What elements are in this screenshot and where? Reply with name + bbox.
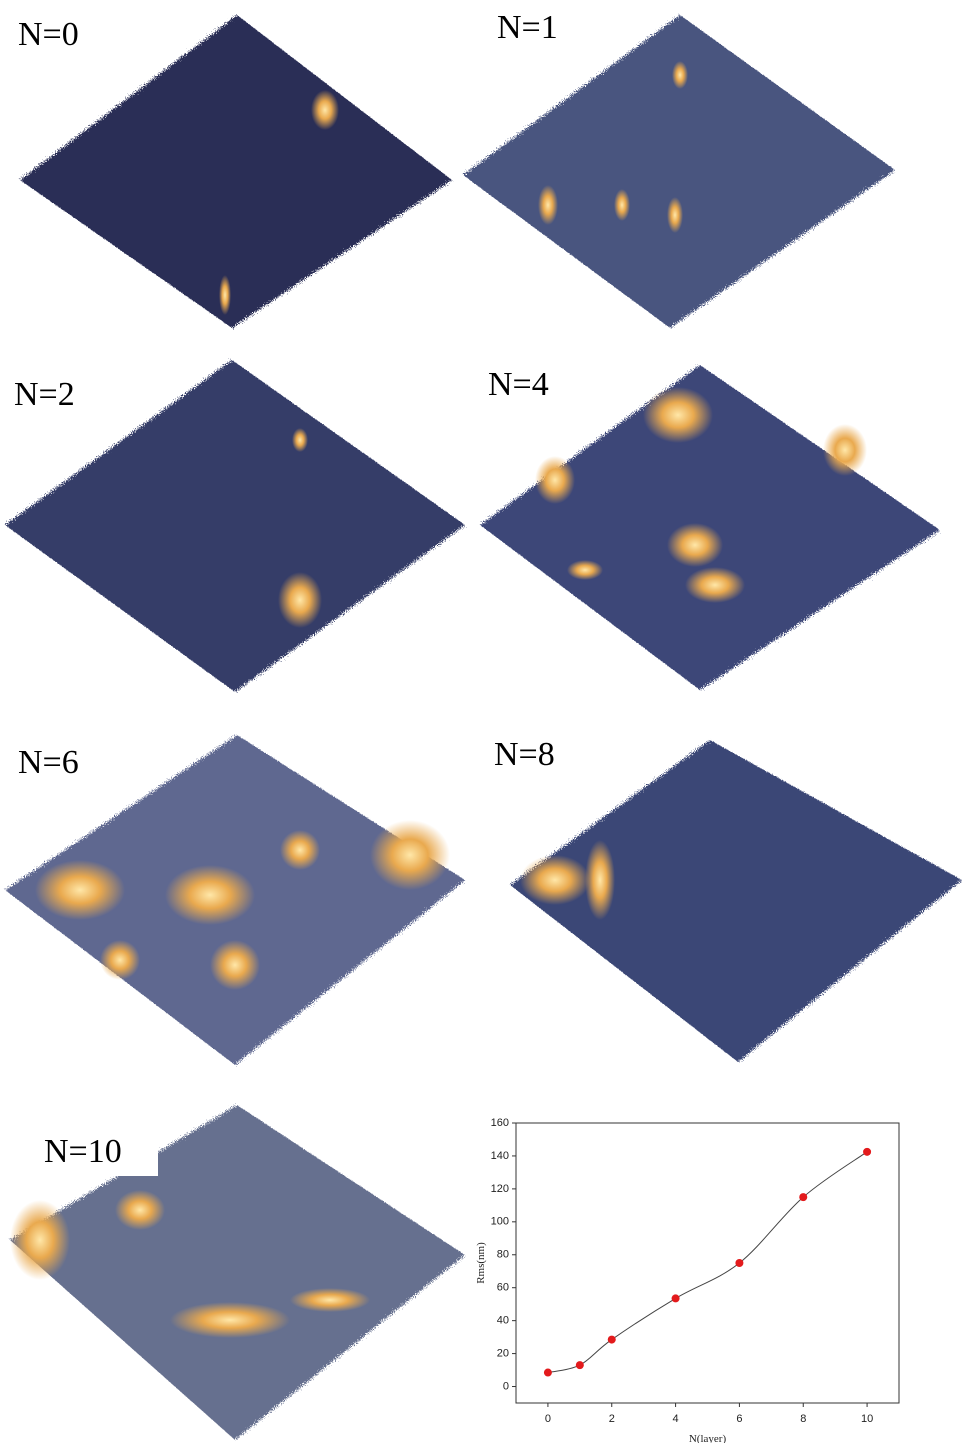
data-point xyxy=(543,1368,552,1377)
y-tick-label: 0 xyxy=(503,1380,509,1392)
panel-label: N=4 xyxy=(488,366,549,403)
surface-peak xyxy=(278,572,322,628)
surface-peak xyxy=(567,560,603,580)
x-tick-label: 0 xyxy=(545,1413,551,1425)
data-point xyxy=(607,1335,616,1344)
x-tick-label: 8 xyxy=(800,1413,806,1425)
surface-peak xyxy=(210,940,260,990)
data-point xyxy=(671,1294,680,1303)
surface-panel: N=10 xyxy=(10,1105,465,1440)
y-tick-label: 140 xyxy=(491,1150,509,1162)
surface-peak xyxy=(643,387,713,443)
panel-label: N=0 xyxy=(18,16,79,53)
surface xyxy=(5,360,465,692)
surface-peak xyxy=(667,197,683,233)
surfaces: N=0 N=1 N=2 N=4 N=6 N=8 N=10 xyxy=(5,9,962,1440)
surface-peak xyxy=(165,865,255,925)
series-line xyxy=(547,1151,868,1374)
surface-panel: N=4 xyxy=(480,365,940,690)
data-point xyxy=(575,1361,584,1370)
surface-peak xyxy=(535,456,575,504)
y-axis-label: Rms(nm) xyxy=(475,1242,487,1284)
label-background xyxy=(38,1130,158,1176)
surface-peak xyxy=(823,424,867,476)
y-tick-label: 20 xyxy=(497,1347,509,1359)
surface-peak xyxy=(672,61,688,89)
x-tick-label: 6 xyxy=(736,1413,742,1425)
y-tick-label: 120 xyxy=(491,1183,509,1195)
surface-peak xyxy=(292,428,308,452)
surface-peak xyxy=(520,855,590,905)
surface-peak xyxy=(311,90,339,130)
panel-label: N=6 xyxy=(18,744,79,781)
surface-panel: N=1 xyxy=(463,9,895,328)
surface-peak xyxy=(290,1288,370,1312)
surface-peak xyxy=(667,523,723,567)
surface-panel: N=2 xyxy=(5,360,465,692)
y-tick-label: 40 xyxy=(497,1315,509,1327)
surface-peak xyxy=(614,189,630,221)
x-axis-label: N(layer) xyxy=(689,1433,727,1443)
surface-peak xyxy=(538,185,558,225)
panel-label: N=1 xyxy=(497,9,558,46)
surface-peak xyxy=(585,840,615,920)
y-tick-label: 80 xyxy=(497,1249,509,1261)
surface-peak xyxy=(115,1190,165,1230)
surface-peak xyxy=(370,820,450,890)
x-tick-label: 10 xyxy=(861,1413,873,1425)
data-point xyxy=(799,1193,808,1202)
surface-panel: N=6 xyxy=(5,735,465,1065)
surface xyxy=(510,740,962,1062)
surface-peak xyxy=(170,1302,290,1338)
surface-peak xyxy=(35,860,125,920)
panel-label: N=8 xyxy=(494,736,555,773)
surface xyxy=(10,1105,465,1440)
y-tick-label: 160 xyxy=(491,1117,509,1129)
x-tick-label: 2 xyxy=(609,1413,615,1425)
surface-panel: N=0 xyxy=(18,15,452,328)
plot-frame xyxy=(515,1122,900,1404)
surface-peak xyxy=(280,830,320,870)
data-point xyxy=(735,1259,744,1267)
chart: 0 20 40 60 80 100 120 140 160 0 2 4 6 8 10 N(layer) Rms(… xyxy=(475,1117,900,1443)
x-tick-label: 4 xyxy=(673,1413,679,1425)
surface-peak xyxy=(10,1200,70,1280)
surface-peak xyxy=(219,275,231,315)
data-point xyxy=(863,1147,872,1156)
surface xyxy=(20,15,452,328)
surface-peak xyxy=(100,940,140,980)
surface-panel: N=8 xyxy=(494,736,962,1062)
y-tick-label: 100 xyxy=(491,1216,509,1228)
surface-peak xyxy=(685,567,745,603)
surface xyxy=(463,15,895,328)
panel-label: N=2 xyxy=(14,376,75,413)
y-tick-label: 60 xyxy=(497,1282,509,1294)
panel-label: N=10 xyxy=(44,1133,122,1170)
